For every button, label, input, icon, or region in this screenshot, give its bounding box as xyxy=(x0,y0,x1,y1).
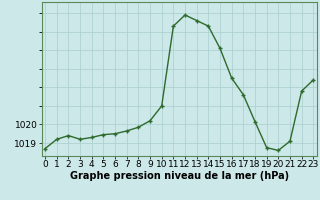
X-axis label: Graphe pression niveau de la mer (hPa): Graphe pression niveau de la mer (hPa) xyxy=(70,171,289,181)
